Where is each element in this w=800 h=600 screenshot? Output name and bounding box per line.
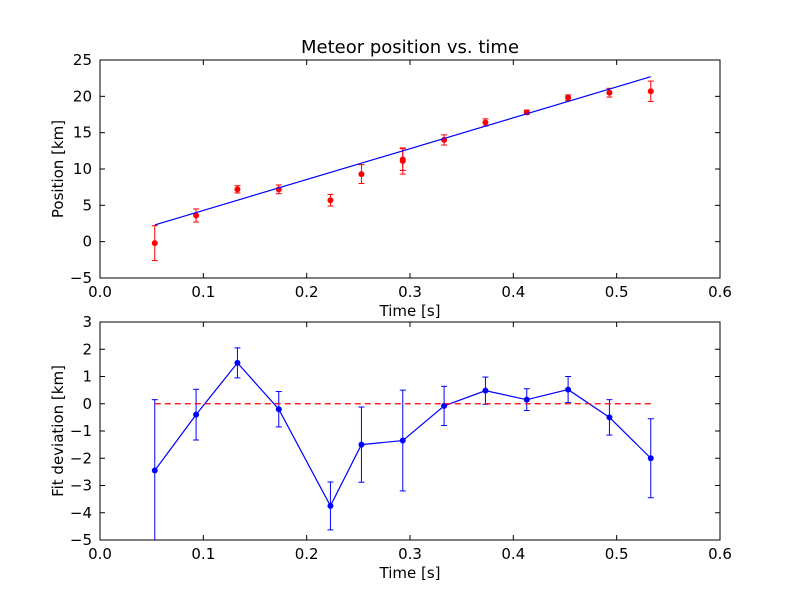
position-y-tick-label: 5 [82, 196, 92, 214]
position-y-tick-label: 15 [73, 124, 92, 142]
data-point [358, 171, 365, 178]
data-point [151, 467, 158, 474]
data-point [482, 119, 489, 126]
data-point [358, 441, 365, 448]
position-x-axis-label: Time [s] [379, 302, 441, 320]
data-point [606, 414, 613, 421]
position-x-tick-label: 0.1 [191, 283, 215, 301]
data-point [193, 411, 200, 418]
data-point [482, 387, 489, 394]
position-y-tick-label: 10 [73, 160, 92, 178]
deviation-plot-area [151, 347, 654, 540]
position-x-tick-label: 0.6 [708, 283, 732, 301]
deviation-y-axis-label: Fit deviation [km] [49, 365, 67, 497]
data-point [647, 88, 654, 95]
deviation-y-tick-label: −5 [70, 531, 92, 549]
position-x-tick-label: 0.0 [88, 283, 112, 301]
deviation-y-tick-label: −1 [70, 422, 92, 440]
deviation-x-tick-label: 0.4 [501, 545, 525, 563]
data-point [441, 402, 448, 409]
position-y-tick-label: 20 [73, 87, 92, 105]
data-point [234, 186, 241, 193]
position-plot: 0.0 0.1 0.2 0.3 0.4 0.5 0.6 −5 0 5 10 15 20 25 Time [s… [49, 51, 732, 320]
deviation-y-tick-label: −4 [70, 504, 92, 522]
deviation-x-tick-label: 0.1 [191, 545, 215, 563]
deviation-y-tick-label: 0 [82, 395, 92, 413]
deviation-y-tick-label: −2 [70, 449, 92, 467]
deviation-x-tick-label: 0.0 [88, 545, 112, 563]
deviation-y-tick-label: 3 [82, 313, 92, 331]
fit-line [154, 76, 651, 226]
position-y-tick-label: 25 [73, 51, 92, 69]
position-x-tick-label: 0.5 [605, 283, 629, 301]
deviation-y-tick-label: −3 [70, 477, 92, 495]
position-y-tick-label: −5 [70, 269, 92, 287]
data-point [647, 455, 654, 462]
data-point [399, 437, 406, 444]
deviation-x-axis-label: Time [s] [379, 564, 441, 582]
deviation-x-tick-label: 0.3 [398, 545, 422, 563]
deviation-x-tick-label: 0.5 [605, 545, 629, 563]
position-plot-area [151, 76, 654, 262]
data-point [565, 94, 572, 101]
deviation-x-tick-label: 0.6 [708, 545, 732, 563]
data-point [606, 89, 613, 96]
position-x-tick-label: 0.2 [295, 283, 319, 301]
data-point [151, 240, 158, 247]
deviation-x-tick-label: 0.2 [295, 545, 319, 563]
data-point [327, 197, 334, 204]
deviation-plot: 0.0 0.1 0.2 0.3 0.4 0.5 0.6 −5 −4 −3 −2 −1 0 1 2 3 Time … [49, 313, 732, 582]
data-point [275, 406, 282, 413]
data-point [327, 502, 334, 509]
data-point [523, 396, 530, 403]
deviation-y-tick-label: 2 [82, 340, 92, 358]
data-point [565, 386, 572, 393]
data-point [399, 158, 406, 165]
position-x-tick-label: 0.3 [398, 283, 422, 301]
position-y-tick-label: 0 [82, 233, 92, 251]
position-x-tick-label: 0.4 [501, 283, 525, 301]
position-y-axis-label: Position [km] [49, 120, 67, 218]
data-point [193, 212, 200, 219]
deviation-y-tick-label: 1 [82, 368, 92, 386]
chart-title: Meteor position vs. time [301, 37, 519, 58]
data-point [234, 359, 241, 366]
